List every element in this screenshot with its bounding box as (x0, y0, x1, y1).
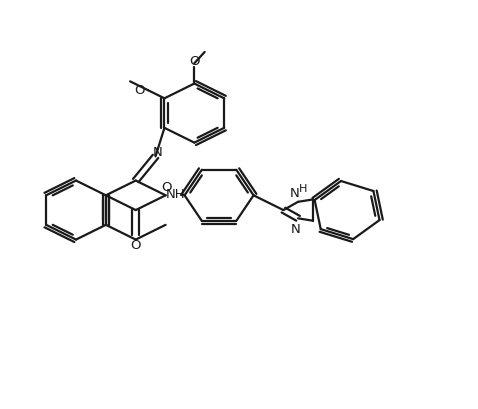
Text: O: O (161, 180, 172, 193)
Text: N: N (153, 145, 163, 158)
Text: N: N (289, 187, 299, 200)
Text: N: N (291, 222, 301, 235)
Text: O: O (134, 84, 145, 97)
Text: H: H (299, 184, 307, 194)
Text: O: O (189, 54, 200, 67)
Text: O: O (130, 238, 141, 251)
Text: NH: NH (166, 187, 186, 200)
